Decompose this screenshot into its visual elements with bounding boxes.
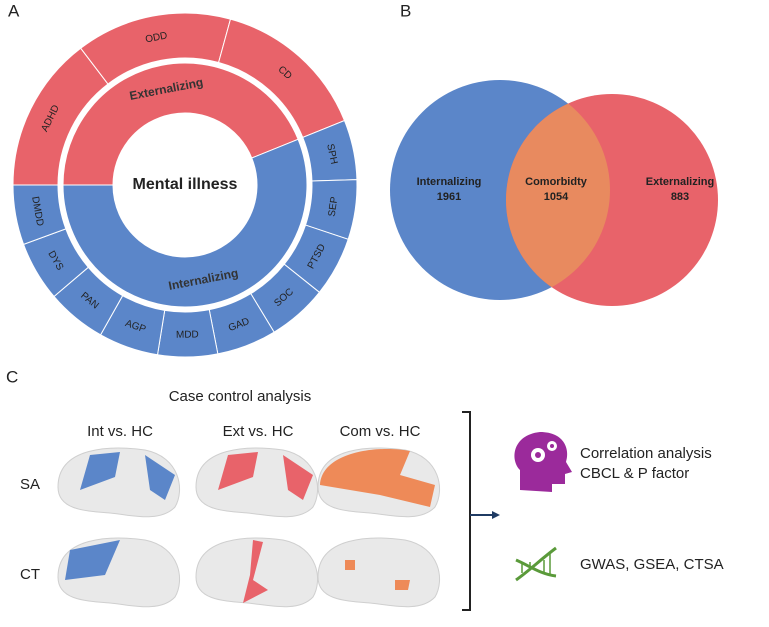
column-header: Ext vs. HC (223, 423, 294, 440)
panel-label: A (8, 1, 20, 20)
venn-label: Comorbidty (525, 176, 588, 188)
output-text: CBCL & P factor (580, 465, 689, 482)
inner-ring (62, 62, 299, 186)
venn (390, 80, 718, 306)
venn-label: Externalizing (646, 176, 714, 188)
segment-label: SEP (327, 196, 341, 218)
head-icon (514, 432, 572, 492)
output-text: Correlation analysis (580, 445, 712, 462)
dna-icon (515, 546, 557, 582)
venn-count: 883 (671, 191, 689, 203)
brain-region (80, 452, 175, 500)
center-hole (115, 115, 255, 255)
inner-ring (62, 138, 308, 308)
brain (195, 537, 319, 608)
segment-label: MDD (176, 329, 199, 340)
segment-label: SPH (324, 143, 339, 165)
brain-region (320, 448, 435, 507)
panel-label: C (6, 367, 18, 386)
venn-count: 1961 (437, 191, 461, 203)
row-label: SA (20, 476, 40, 493)
venn-overlap (506, 94, 610, 300)
column-header: Com vs. HC (340, 423, 421, 440)
column-header: Int vs. HC (87, 423, 153, 440)
venn-count: 1054 (544, 191, 569, 203)
brain-region (345, 560, 410, 590)
brain-region (218, 452, 313, 500)
bracket (462, 411, 471, 611)
arrow-head (492, 511, 500, 519)
segment-label: DMDD (29, 196, 45, 227)
output-text: GWAS, GSEA, CTSA (580, 556, 724, 573)
brain-grid: Int vs. HC Ext vs. HC Com vs. HC SA CT (20, 423, 441, 608)
venn-label: Internalizing (417, 176, 482, 188)
brain-region (243, 540, 268, 603)
ring-border (58, 58, 312, 312)
sunburst: ADHDODDCDExternalizingSPHSEPPTSDSOCGADMD… (12, 12, 358, 358)
row-label: CT (20, 566, 40, 583)
segment-label: ODD (144, 30, 168, 45)
brain-region (65, 540, 120, 580)
panel-label: B (400, 1, 411, 20)
brain (317, 537, 441, 608)
sunburst-center: Mental illness (133, 176, 238, 193)
panel-title: Case control analysis (169, 388, 312, 405)
